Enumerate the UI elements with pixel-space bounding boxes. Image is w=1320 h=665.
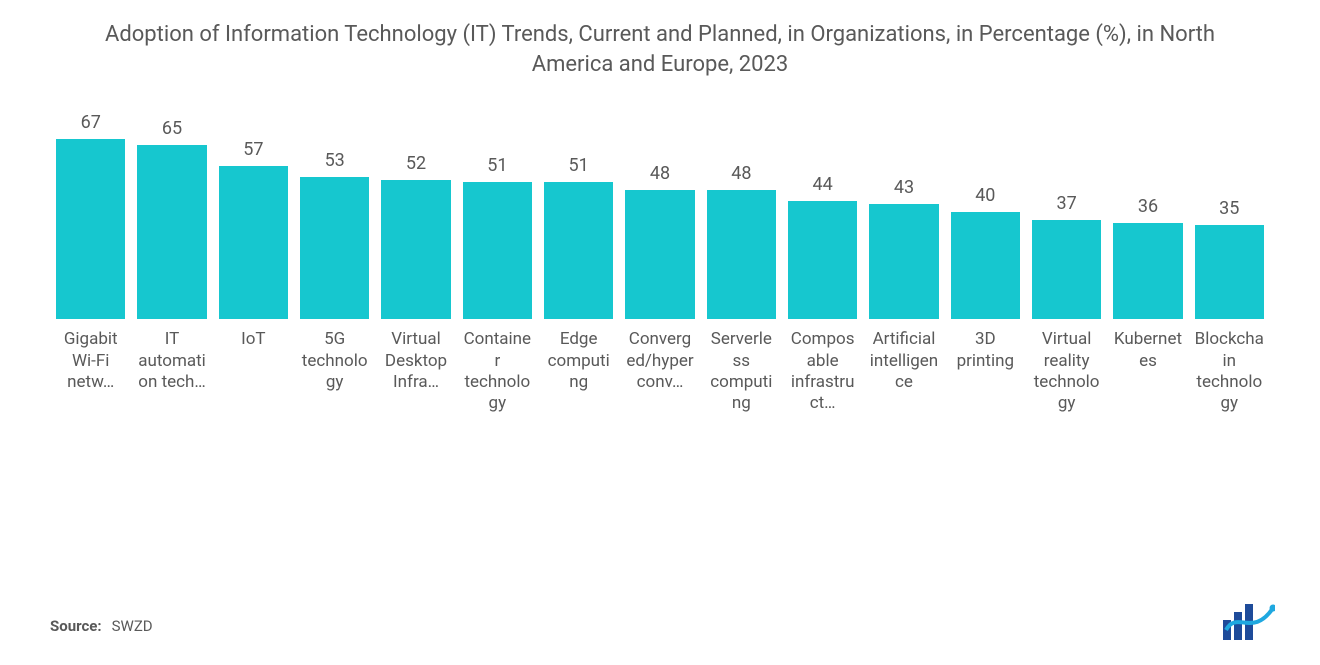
x-axis-label: Artificial intelligence: [869, 329, 938, 449]
x-axis-label: 5G technology: [300, 329, 369, 449]
x-axis-label: Gigabit Wi-Fi netw…: [56, 329, 125, 449]
bar-value-label: 36: [1138, 196, 1158, 217]
chart-x-axis-labels: Gigabit Wi-Fi netw…IT automation tech…Io…: [50, 329, 1270, 449]
bar-value-label: 65: [162, 118, 182, 139]
bar-column: 43: [869, 177, 938, 320]
bar-column: 53: [300, 150, 369, 319]
bar-value-label: 53: [325, 150, 345, 171]
mordor-intelligence-logo-icon: [1223, 604, 1275, 640]
bar: [381, 180, 450, 320]
bar: [463, 182, 532, 319]
bar-value-label: 37: [1057, 193, 1077, 214]
source-label: Source:: [50, 617, 102, 635]
bar-value-label: 35: [1219, 198, 1239, 219]
x-axis-label: Composable infrastruct…: [788, 329, 857, 449]
bar-value-label: 44: [813, 174, 833, 195]
bar-value-label: 40: [975, 185, 995, 206]
chart-source: Source: SWZD: [50, 617, 153, 635]
bar-column: 37: [1032, 193, 1101, 319]
bar: [788, 201, 857, 319]
bar: [56, 139, 125, 319]
x-axis-label: 3D printing: [951, 329, 1020, 449]
bar: [1195, 225, 1264, 319]
bar-value-label: 51: [487, 155, 507, 176]
x-axis-label: Kubernetes: [1113, 329, 1182, 449]
bar-column: 52: [381, 153, 450, 320]
bar: [137, 145, 206, 320]
chart-title: Adoption of Information Technology (IT) …: [85, 20, 1235, 79]
bar: [951, 212, 1020, 319]
bar-column: 44: [788, 174, 857, 319]
bar-value-label: 52: [406, 153, 426, 174]
bar: [219, 166, 288, 319]
x-axis-label: IoT: [219, 329, 288, 449]
bar-column: 57: [219, 139, 288, 319]
x-axis-label: Converged/hyperconv…: [625, 329, 694, 449]
bar-column: 65: [137, 118, 206, 320]
bar: [1113, 223, 1182, 320]
bar-column: 35: [1195, 198, 1264, 319]
x-axis-label: Virtual Desktop Infra…: [381, 329, 450, 449]
x-axis-label: Serverless computing: [707, 329, 776, 449]
bar-column: 67: [56, 112, 125, 319]
bar-value-label: 57: [243, 139, 263, 160]
bar: [625, 190, 694, 319]
bar-column: 48: [625, 163, 694, 319]
bar-column: 36: [1113, 196, 1182, 320]
bar-value-label: 67: [81, 112, 101, 133]
bar: [1032, 220, 1101, 319]
source-value: SWZD: [112, 617, 153, 635]
bar-value-label: 48: [731, 163, 751, 184]
bar-column: 40: [951, 185, 1020, 319]
x-axis-label: Container technology: [463, 329, 532, 449]
bar-value-label: 43: [894, 177, 914, 198]
x-axis-label: Virtual reality technology: [1032, 329, 1101, 449]
bar: [300, 177, 369, 319]
bar-column: 48: [707, 163, 776, 319]
chart-plot-area: 676557535251514848444340373635: [50, 139, 1270, 319]
bar-column: 51: [463, 155, 532, 319]
bar: [707, 190, 776, 319]
bar-value-label: 51: [569, 155, 589, 176]
bar-value-label: 48: [650, 163, 670, 184]
bar: [544, 182, 613, 319]
bar: [869, 204, 938, 320]
bar-column: 51: [544, 155, 613, 319]
x-axis-label: Blockchain technology: [1195, 329, 1264, 449]
bar-chart: Adoption of Information Technology (IT) …: [0, 0, 1320, 665]
x-axis-label: IT automation tech…: [137, 329, 206, 449]
x-axis-label: Edge computing: [544, 329, 613, 449]
